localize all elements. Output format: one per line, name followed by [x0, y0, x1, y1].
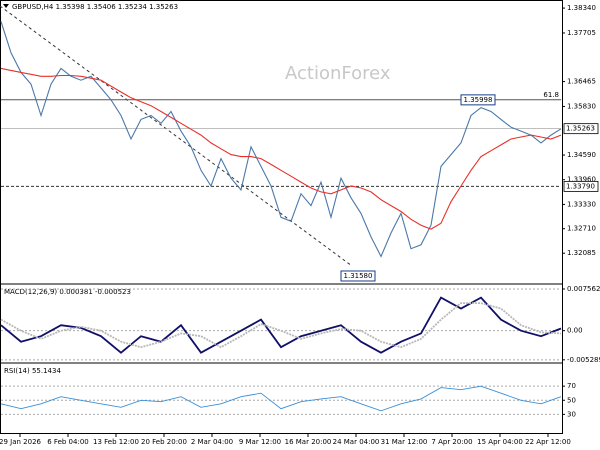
- x-tick-label: 22 Apr 12:00: [525, 438, 571, 446]
- x-tick-label: 2 Mar 04:00: [191, 438, 233, 446]
- callout-box: [460, 94, 496, 106]
- x-tick-label: 24 Mar 04:00: [333, 438, 380, 446]
- price-tag-label: 1.35263: [566, 125, 595, 133]
- chart-title: GBPUSD,H4 1.35398 1.35406 1.35234 1.3526…: [12, 3, 178, 11]
- callout-label: 1.35998: [464, 96, 493, 104]
- y-tick-label: 70: [567, 382, 576, 390]
- series-line: [0, 21, 562, 258]
- y-tick-label: 30: [567, 410, 576, 418]
- y-tick-label: 1.38340: [567, 4, 596, 12]
- panel-title: MACD(12,26,9) 0.000381 -0.000523: [4, 288, 131, 296]
- x-tick-label: 7 Apr 20:00: [431, 438, 472, 446]
- y-tick-label: 1.36465: [567, 78, 596, 86]
- price-tag: [563, 180, 599, 192]
- frame: [0, 0, 563, 434]
- y-tick-label: 0.007562: [567, 285, 600, 293]
- y-tick-label: 50: [567, 396, 576, 404]
- x-tick-label: 9 Mar 12:00: [239, 438, 281, 446]
- y-tick-label: 1.32085: [567, 249, 596, 257]
- series-line: [0, 302, 562, 349]
- x-tick-label: 29 Jan 2026: [0, 438, 42, 446]
- y-tick-label: -0.005289: [567, 356, 600, 364]
- x-tick-label: 31 Mar 12:00: [381, 438, 428, 446]
- y-tick-label: 1.33960: [567, 176, 596, 184]
- y-tick-label: 1.37705: [567, 29, 596, 37]
- x-tick-label: 16 Mar 20:00: [285, 438, 332, 446]
- series-line: [0, 296, 562, 354]
- price-tag-label: 1.33790: [566, 182, 595, 190]
- icon: [3, 4, 9, 8]
- trend-line: [0, 5, 353, 267]
- y-tick-label: 1.33330: [567, 200, 596, 208]
- series-line: [0, 385, 562, 412]
- price-tag: [563, 123, 599, 135]
- callout-label: 1.31580: [344, 272, 373, 280]
- watermark: ActionForex: [285, 63, 391, 84]
- x-tick-label: 20 Feb 20:00: [141, 438, 187, 446]
- level-label: 61.8: [543, 91, 559, 99]
- callout-box: [340, 270, 376, 282]
- y-tick-label: 0.00: [567, 327, 583, 335]
- x-tick-label: 13 Feb 12:00: [93, 438, 139, 446]
- panel-title: RSI(14) 55.1434: [4, 367, 61, 375]
- y-tick-label: 1.32710: [567, 225, 596, 233]
- series-line: [0, 67, 562, 230]
- x-tick-label: 15 Apr 04:00: [477, 438, 523, 446]
- x-tick-label: 6 Feb 04:00: [47, 438, 88, 446]
- y-tick-label: 1.34590: [567, 151, 596, 159]
- y-tick-label: 1.35830: [567, 102, 596, 110]
